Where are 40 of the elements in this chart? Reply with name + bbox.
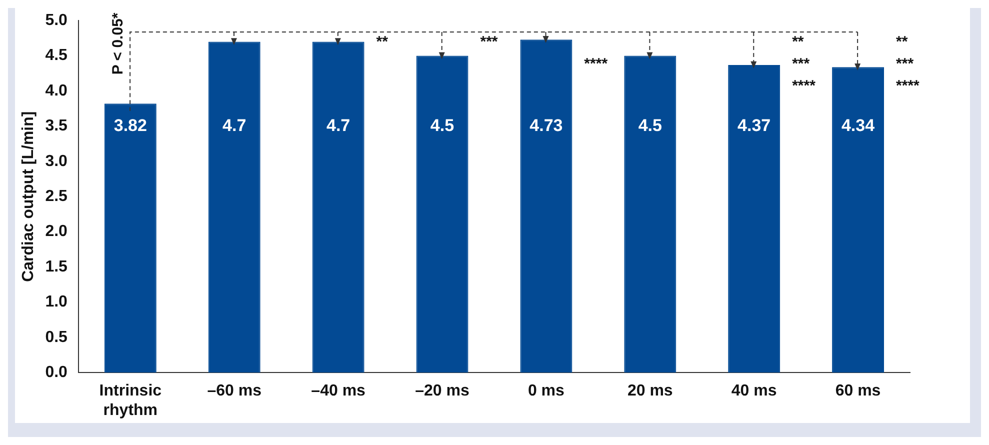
y-tick-label: 0.5 (45, 328, 68, 346)
bar (208, 42, 260, 373)
bar (312, 42, 364, 373)
y-tick-label: 3.0 (45, 152, 68, 170)
y-tick-label: 2.0 (45, 223, 68, 240)
text: ** (896, 34, 908, 51)
x-tick-label: 40 ms (731, 382, 777, 400)
bar (416, 56, 468, 373)
bar (728, 64, 780, 373)
y-tick-label: 5.0 (45, 12, 68, 30)
x-tick-label: –60 ms (207, 382, 262, 400)
bar (520, 40, 572, 373)
bar (104, 104, 156, 373)
data-label: 4.5 (638, 116, 662, 135)
bar (624, 56, 676, 373)
data-label: 3.82 (114, 116, 147, 135)
bar (832, 67, 884, 373)
text: *** (896, 56, 914, 73)
x-tick-label: 60 ms (835, 382, 881, 400)
y-tick-label: 4.0 (45, 82, 68, 100)
x-tick-label: –20 ms (415, 382, 470, 400)
y-tick-label: 1.5 (45, 258, 68, 276)
x-tick-label: 0 ms (528, 382, 565, 400)
data-label: 4.37 (738, 116, 771, 135)
y-tick-label: 2.5 (45, 188, 68, 206)
data-label: 4.7 (222, 116, 246, 135)
data-label: 4.73 (530, 116, 563, 135)
y-tick-label: 4.5 (45, 47, 68, 64)
x-tick-label: 20 ms (627, 382, 673, 400)
x-tick-label: Intrinsic rhythm (99, 382, 162, 419)
y-tick-label: 3.5 (45, 118, 68, 135)
data-label: 4.34 (841, 116, 876, 135)
data-label: 4.5 (430, 116, 454, 135)
text: **** (896, 78, 920, 95)
y-tick-label: 1.0 (45, 294, 68, 311)
x-tick-label: –40 ms (311, 382, 366, 400)
y-tick-label: 0.0 (45, 364, 68, 382)
y-axis-title: Cardiac output [L/min] (20, 111, 38, 282)
annotation: P < 0.05* (110, 12, 127, 75)
data-label: 4.7 (326, 116, 350, 135)
